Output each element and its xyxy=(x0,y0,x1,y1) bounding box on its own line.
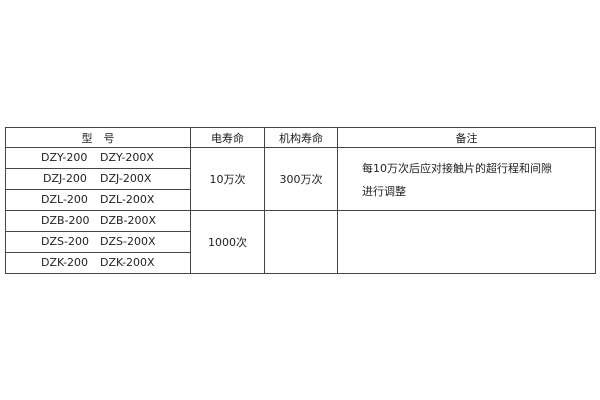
model: DZS-200 xyxy=(41,235,89,248)
note-line: 每10万次后应对接触片的超行程和间隙 xyxy=(362,162,552,175)
table-row: DZB-200 DZB-200X 1000次 xyxy=(5,210,596,274)
model-x: DZS-200X xyxy=(100,235,156,248)
note-cell: 每10万次后应对接触片的超行程和间隙 进行调整 xyxy=(337,147,596,211)
header-note: 备注 xyxy=(337,127,596,148)
model-cell: DZL-200 DZL-200X xyxy=(5,189,191,211)
model: DZB-200 xyxy=(41,214,90,227)
model-cell: DZY-200 DZY-200X xyxy=(5,147,191,169)
table-row: DZK-200 DZK-200X xyxy=(5,252,596,274)
mechanical-life-cell xyxy=(264,210,338,274)
model: DZK-200 xyxy=(41,256,89,269)
table-row: DZY-200 DZY-200X 10万次 300万次 每10万次后应对接触片的超… xyxy=(5,147,596,211)
model-cell: DZK-200 DZK-200X xyxy=(5,252,191,274)
model-cell: DZS-200 DZS-200X xyxy=(5,231,191,253)
note-cell xyxy=(337,210,596,274)
model-x: DZJ-200X xyxy=(100,172,152,185)
header-electrical-life: 电寿命 xyxy=(190,127,265,148)
model-x: DZB-200X xyxy=(100,214,157,227)
header-model: 型 号 xyxy=(5,127,191,148)
model-x: DZL-200X xyxy=(100,193,155,206)
model-x: DZK-200X xyxy=(100,256,155,269)
model-x: DZY-200X xyxy=(100,151,154,164)
table-row: DZL-200 DZL-200X xyxy=(5,189,596,211)
specs-table: 型 号 电寿命 机构寿命 备注 DZY-200 DZY-200X 10万次 300… xyxy=(5,127,596,274)
electrical-life-cell: 10万次 xyxy=(190,147,265,211)
model: DZY-200 xyxy=(41,151,88,164)
header-mechanical-life: 机构寿命 xyxy=(264,127,338,148)
model: DZJ-200 xyxy=(43,172,87,185)
model-cell: DZJ-200 DZJ-200X xyxy=(5,168,191,190)
header-row: 型 号 电寿命 机构寿命 备注 xyxy=(5,127,596,148)
model-cell: DZB-200 DZB-200X xyxy=(5,210,191,232)
electrical-life-cell: 1000次 xyxy=(190,210,265,274)
model: DZL-200 xyxy=(41,193,88,206)
note-line: 进行调整 xyxy=(362,185,406,198)
mechanical-life-cell: 300万次 xyxy=(264,147,338,211)
